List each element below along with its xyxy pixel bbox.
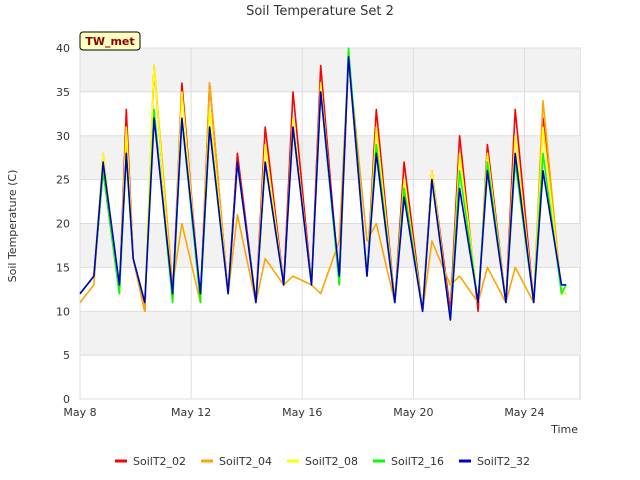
y-tick-label: 30	[56, 130, 70, 143]
series-lines	[79, 47, 567, 321]
legend-label: SoilT2_16	[391, 455, 444, 468]
legend-item: SoilT2_04	[201, 455, 272, 468]
y-tick-label: 10	[56, 305, 70, 318]
x-tick-label: May 12	[171, 406, 211, 419]
x-tick-label: May 8	[63, 406, 96, 419]
tw-met-label: TW_met	[79, 31, 141, 51]
plot-band	[80, 223, 580, 268]
y-tick-label: 35	[56, 86, 70, 99]
y-tick-label: 5	[63, 349, 70, 362]
x-tick-label: May 16	[282, 406, 322, 419]
y-tick-label: 15	[56, 261, 70, 274]
x-tick-label: May 24	[504, 406, 544, 419]
tw-met-text: TW_met	[85, 35, 134, 48]
chart-title: Soil Temperature Set 2	[246, 4, 394, 19]
legend-item: SoilT2_02	[115, 455, 186, 468]
legend-item: SoilT2_16	[373, 455, 444, 468]
legend-label: SoilT2_32	[477, 455, 530, 468]
plot-band	[80, 48, 580, 92]
x-axis: May 8 May 12 May 16 May 20 May 24	[63, 406, 544, 419]
x-axis-label: Time	[550, 423, 578, 436]
x-tick-label: May 20	[393, 406, 433, 419]
y-tick-label: 40	[56, 42, 70, 55]
y-axis-label: Soil Temperature (C)	[6, 170, 19, 283]
legend-item: SoilT2_08	[287, 455, 358, 468]
y-axis: 0 5 10 15 20 25 30 35 40	[56, 42, 70, 406]
legend-label: SoilT2_08	[305, 455, 358, 468]
plot-band	[80, 311, 580, 356]
legend-item: SoilT2_32	[459, 455, 530, 468]
legend-label: SoilT2_02	[133, 455, 186, 468]
y-tick-label: 25	[56, 174, 70, 187]
legend: SoilT2_02 SoilT2_04 SoilT2_08 SoilT2_16 Soil…	[115, 455, 530, 468]
series-line-soilt2-32	[79, 55, 567, 321]
legend-label: SoilT2_04	[219, 455, 272, 468]
y-tick-label: 20	[56, 218, 70, 231]
y-tick-label: 0	[63, 393, 70, 406]
